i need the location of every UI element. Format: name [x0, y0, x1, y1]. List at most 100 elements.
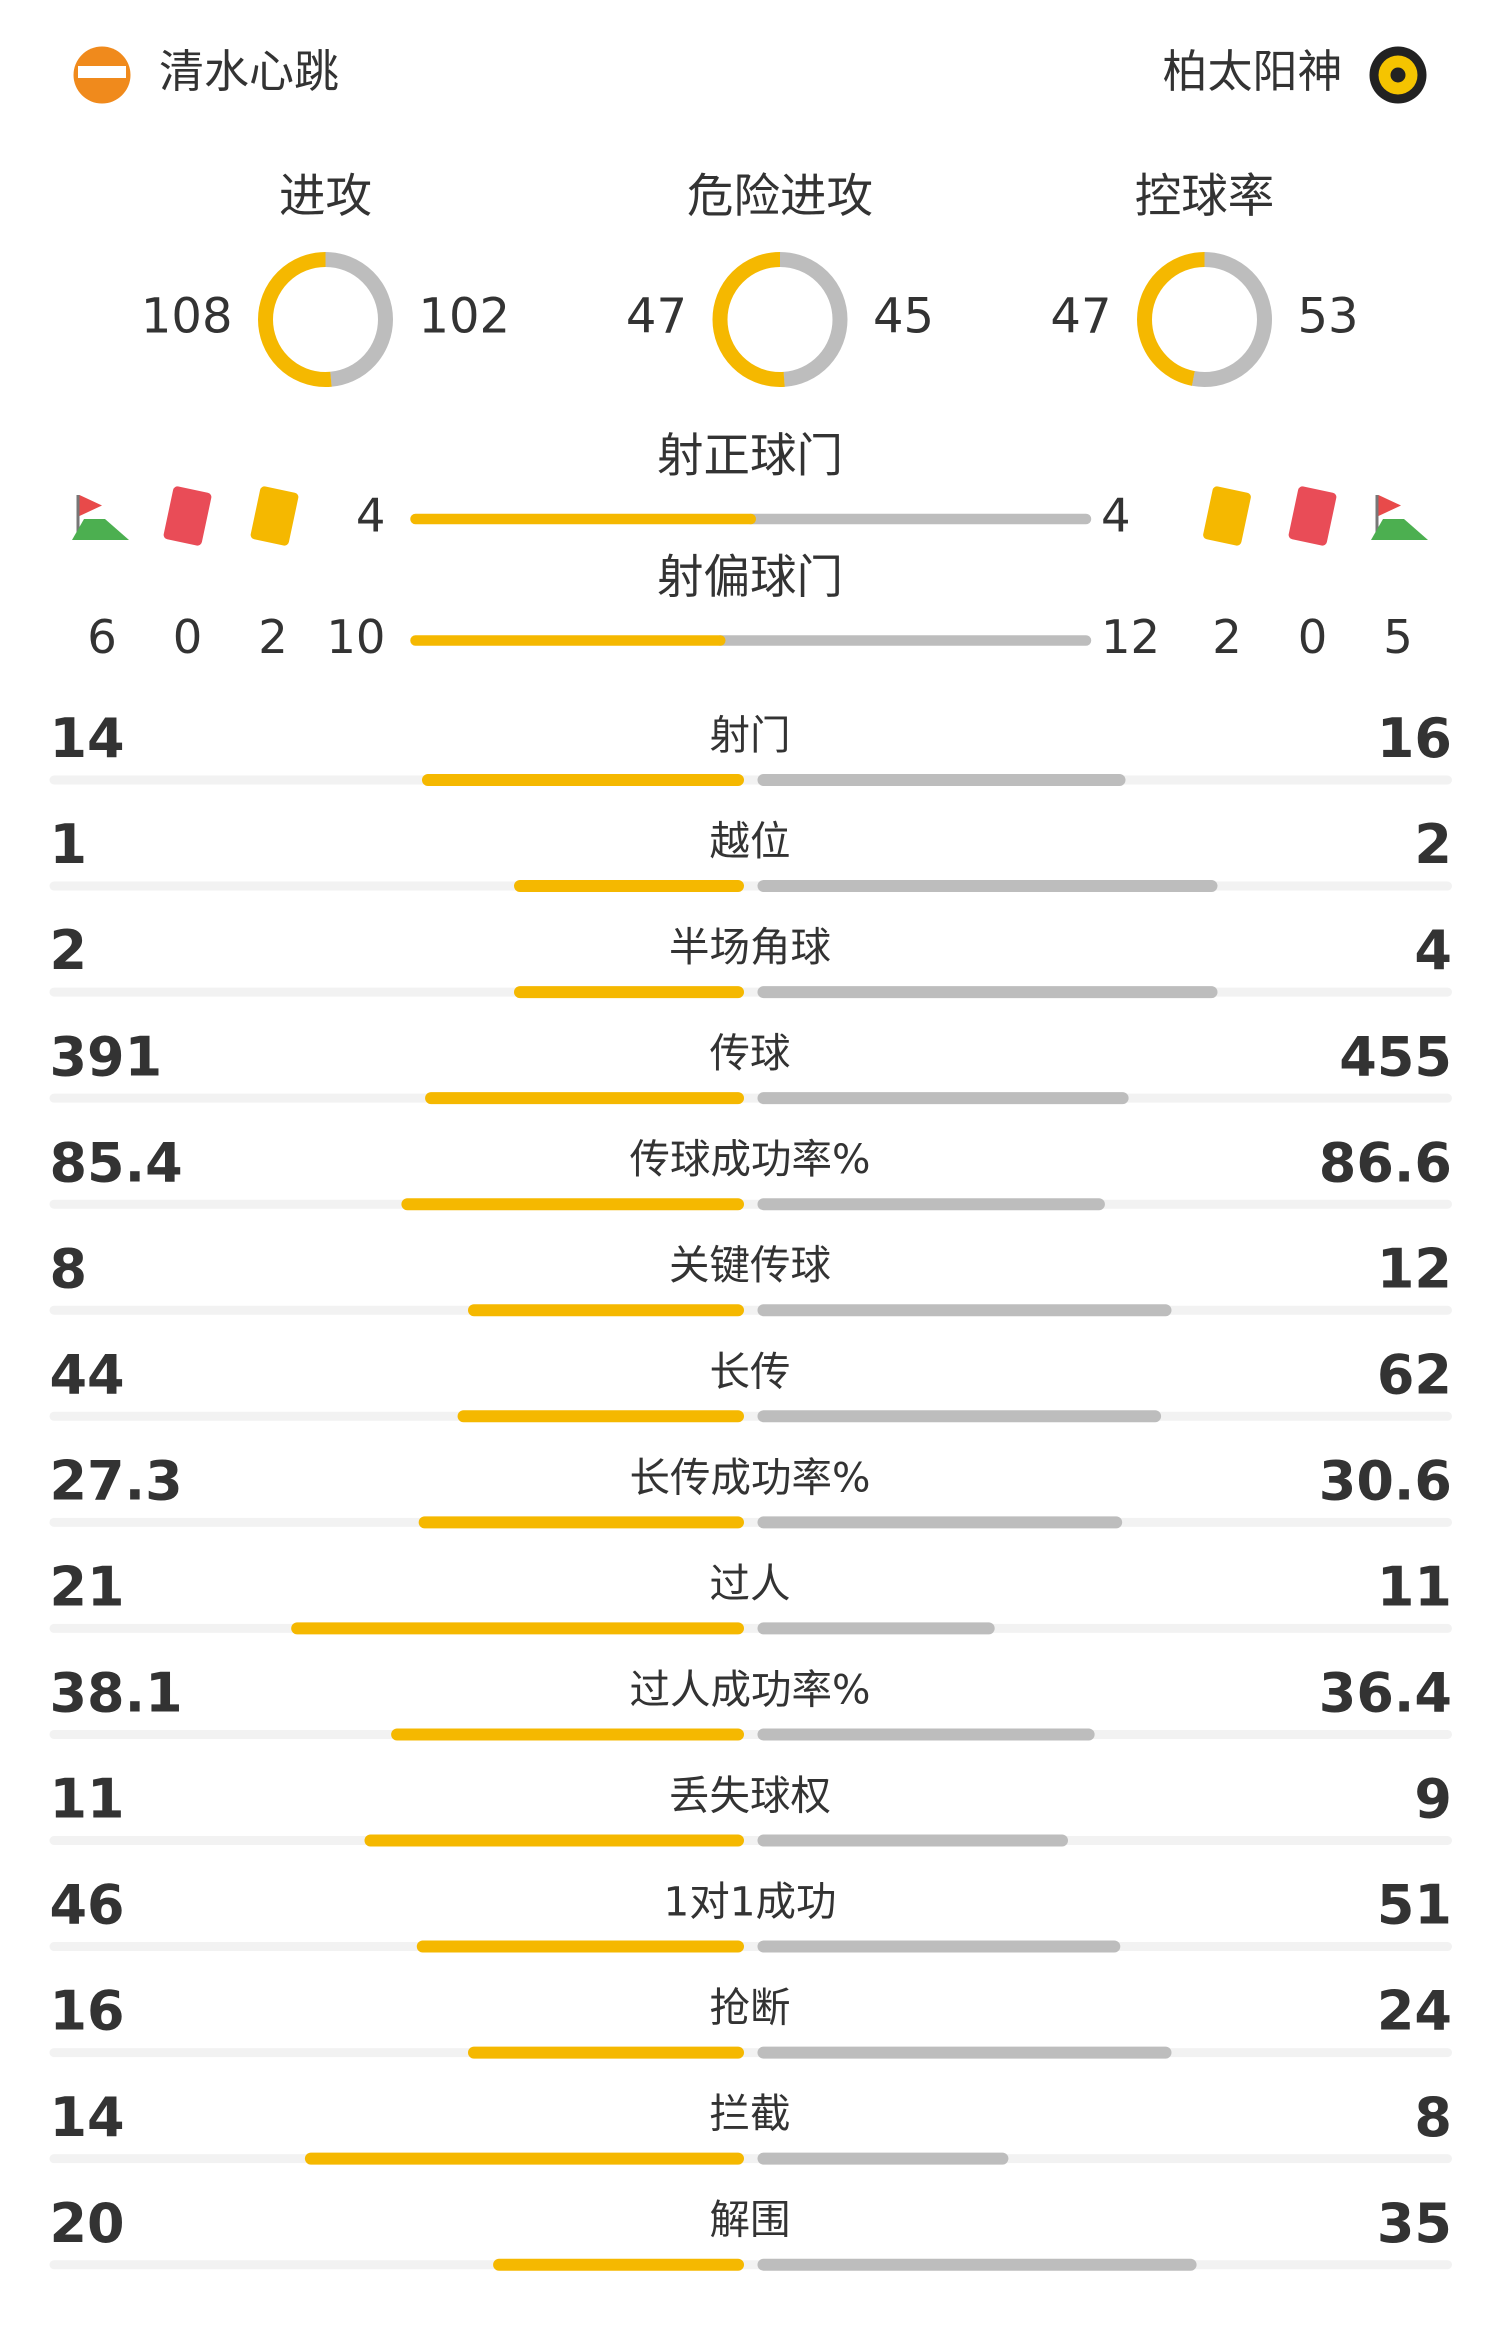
home-bar: [514, 880, 744, 893]
ring-label: 进攻: [279, 169, 372, 223]
stat-label: 关键传球: [669, 1241, 831, 1289]
home-bar: [418, 1516, 744, 1529]
away-value: 36.4: [1319, 1662, 1452, 1725]
track: [49, 1942, 1452, 1952]
track: [49, 1517, 1452, 1527]
away-bar: [757, 1198, 1105, 1211]
home-arc: [712, 251, 848, 387]
track: [49, 2260, 1452, 2270]
away-bar: [757, 1092, 1129, 1105]
away-value: 2: [1414, 813, 1452, 876]
bar-label: 射偏球门: [657, 550, 843, 604]
home-bar: [364, 1834, 744, 1847]
stat-label: 传球成功率%: [630, 1135, 871, 1183]
away-value: 12: [1101, 610, 1160, 664]
track: [49, 1623, 1452, 1633]
home-value: 391: [50, 1025, 163, 1088]
home-value: 38.1: [50, 1662, 183, 1725]
home-value: 1: [50, 813, 88, 876]
away-value: 51: [1377, 1874, 1452, 1937]
home-value: 85.4: [50, 1131, 183, 1194]
home-value: 47: [626, 288, 687, 344]
ring-label: 危险进攻: [687, 169, 873, 223]
home-bar: [416, 1940, 744, 1953]
stat-label: 丢失球权: [669, 1771, 831, 1819]
away-bar: [757, 1516, 1123, 1529]
track: [49, 775, 1452, 785]
track: [49, 1411, 1452, 1421]
away-corners: 5: [1383, 610, 1413, 664]
home-bar: [304, 2152, 744, 2165]
away-value: 11: [1377, 1556, 1452, 1619]
away-value: 35: [1377, 2192, 1452, 2255]
home-value: 20: [50, 2192, 125, 2255]
home-value: 16: [50, 1980, 125, 2043]
away-bar: [757, 986, 1218, 999]
track: [49, 1199, 1452, 1209]
home-value: 14: [50, 2086, 125, 2149]
away-bar: [757, 1410, 1162, 1423]
home-name: 清水心跳: [159, 45, 339, 98]
away-value: 8: [1414, 2086, 1452, 2149]
stat-label: 解围: [710, 2196, 791, 2244]
away-value: 4: [1414, 919, 1452, 982]
stat-label: 射门: [710, 711, 791, 759]
stat-label: 1对1成功: [664, 1878, 837, 1926]
stat-label: 半场角球: [669, 923, 831, 971]
track: [49, 2048, 1452, 2058]
home-yellow: 2: [258, 610, 288, 664]
home-value: 46: [50, 1874, 125, 1937]
stat-label: 长传成功率%: [630, 1453, 871, 1501]
away-value: 30.6: [1319, 1449, 1452, 1512]
away-bar: [757, 1940, 1121, 1953]
track: [49, 1729, 1452, 1739]
away-bar: [757, 2046, 1172, 2059]
track: [49, 1093, 1452, 1103]
away-name: 柏太阳神: [1163, 45, 1343, 98]
home-bar: [468, 1304, 744, 1317]
home-logo: [73, 46, 131, 104]
stat-label: 长传: [710, 1347, 791, 1395]
away-value: 45: [873, 288, 934, 344]
away-bar: [757, 2258, 1197, 2271]
away-bar: [757, 2152, 1009, 2165]
away-bar: [757, 880, 1218, 893]
away-yellow: 2: [1212, 610, 1242, 664]
away-bar: [757, 773, 1126, 786]
stat-label: 过人成功率%: [630, 1665, 871, 1713]
home-bar: [391, 1728, 744, 1741]
home-bar: [468, 2046, 744, 2059]
home-bar: [422, 773, 744, 786]
track: [49, 1835, 1452, 1845]
away-red-card-icon: [1288, 486, 1337, 546]
away-value: 455: [1339, 1025, 1452, 1088]
away-bar: [757, 1304, 1172, 1317]
away-bar: [757, 1834, 1068, 1847]
home-bar: [457, 1410, 744, 1423]
ring-label: 控球率: [1135, 169, 1274, 223]
home-value: 14: [50, 707, 125, 770]
away-bar: [757, 1728, 1095, 1741]
home-arc: [258, 251, 394, 387]
bar-label: 射正球门: [657, 428, 843, 482]
track: [49, 1305, 1452, 1315]
home-value: 11: [50, 1768, 125, 1831]
away-value: 53: [1297, 288, 1358, 344]
away-value: 24: [1377, 1980, 1452, 2043]
home-bar: [514, 986, 744, 999]
track: [49, 2154, 1452, 2164]
home-corners: 6: [87, 610, 117, 664]
stat-label: 拦截: [710, 2090, 791, 2138]
away-value: 4: [1101, 488, 1131, 542]
away-value: 62: [1377, 1343, 1452, 1406]
home-bar: [291, 1622, 744, 1635]
stat-label: 抢断: [710, 1984, 791, 2032]
away-value: 12: [1377, 1237, 1452, 1300]
away-yellow-card-icon: [1203, 486, 1251, 546]
home-value: 8: [50, 1237, 88, 1300]
away-logo: [1369, 46, 1427, 104]
home-value: 10: [326, 610, 385, 664]
home-arc: [1136, 251, 1272, 387]
